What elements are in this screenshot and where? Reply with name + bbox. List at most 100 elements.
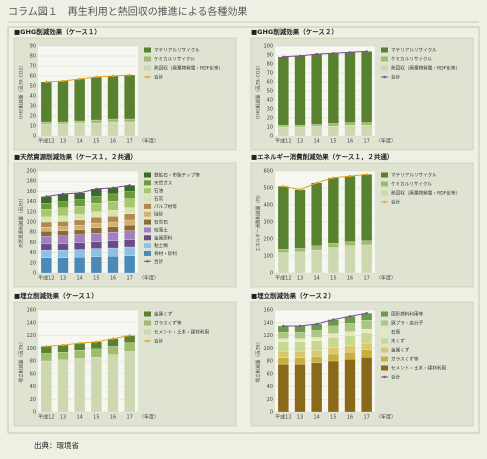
bar-segment	[294, 55, 306, 126]
bar-segment	[107, 232, 119, 241]
bar-segment	[74, 249, 86, 258]
y-tick-label: 60	[267, 80, 273, 86]
bar-segment	[124, 198, 136, 208]
bar-segment	[57, 351, 69, 360]
total-marker	[348, 315, 352, 318]
total-marker	[111, 186, 115, 190]
x-tick-label: 14	[76, 276, 82, 282]
x-unit: （年度）	[376, 414, 396, 421]
bar-segment	[107, 121, 119, 137]
total-marker	[128, 334, 131, 337]
x-tick-label: 17	[126, 139, 132, 145]
panel-title: ■エネルギー消費削減効果（ケース１，２共通）	[251, 152, 393, 161]
y-tick-label: 140	[26, 320, 36, 326]
legend-swatch	[144, 56, 151, 62]
bar-segment	[327, 333, 339, 338]
bar-segment	[90, 256, 102, 274]
bar-segment	[107, 346, 119, 355]
y-tick-label: 90	[267, 53, 273, 59]
bar-segment	[40, 123, 52, 137]
total-marker	[111, 74, 115, 78]
bar-segment	[74, 229, 86, 235]
bar-segment	[344, 358, 356, 413]
bar-segment	[294, 351, 306, 358]
bar-segment	[40, 209, 52, 218]
y-axis-label: エネルギー消費削減量（PJ）	[255, 192, 262, 251]
total-marker	[298, 324, 302, 328]
bar-segment	[344, 335, 356, 346]
x-tick-label: 13	[60, 139, 66, 145]
panel-title: ■埋立削減効果（ケース２）	[251, 291, 335, 300]
total-marker	[128, 73, 131, 77]
legend-label: マテリアルリサイクル	[391, 48, 437, 54]
bar-segment	[107, 247, 119, 257]
bar-segment	[361, 357, 373, 413]
legend-label: 金属原料	[154, 234, 173, 241]
bar-segment	[57, 249, 69, 258]
bar-segment	[327, 337, 339, 348]
x-tick-label: 平成12	[275, 275, 291, 282]
y-tick-label: 160	[26, 189, 36, 195]
bar-segment	[107, 216, 119, 223]
legend-label: ケミカルリサイクル	[154, 56, 195, 63]
legend-swatch	[144, 329, 151, 335]
bar-segment	[361, 329, 373, 334]
y-tick-label: 100	[263, 254, 273, 260]
y-tick-label: 140	[26, 199, 36, 205]
x-unit: （年度）	[139, 275, 159, 282]
legend-swatch	[383, 375, 386, 379]
bar-segment	[361, 320, 373, 330]
bar-segment	[74, 350, 86, 359]
x-unit: （年度）	[376, 138, 396, 145]
bar-segment	[107, 193, 119, 202]
bar-segment	[57, 215, 69, 222]
bar-segment	[294, 341, 306, 352]
y-tick-label: 100	[26, 346, 36, 352]
bar-segment	[90, 357, 102, 413]
y-axis-label: 埋立削減量（百万t）	[18, 339, 25, 382]
legend-swatch	[381, 365, 388, 371]
bar-segment	[277, 341, 289, 352]
bar-segment	[40, 231, 52, 237]
bar-segment	[90, 227, 102, 234]
y-tick-label: 50	[30, 84, 36, 90]
bar-segment	[124, 255, 136, 274]
legend-label: 固形燃料利用等	[391, 311, 424, 318]
legend-label: ガラスくず等	[154, 320, 182, 327]
total-line	[46, 184, 130, 197]
legend-label: 合計	[391, 74, 401, 81]
bar-segment	[361, 332, 373, 344]
legend-label: 木くず	[391, 338, 405, 345]
y-tick-label: 20	[30, 260, 36, 266]
total-marker	[298, 188, 302, 191]
x-tick-label: 15	[330, 415, 336, 421]
y-tick-label: 400	[263, 203, 273, 209]
legend-label: 金属くず	[154, 311, 173, 318]
bar-segment	[124, 191, 136, 199]
total-marker	[315, 52, 318, 56]
legend-swatch	[144, 227, 151, 233]
bar-segment	[124, 213, 136, 221]
bar-segment	[361, 349, 373, 358]
bar-segment	[361, 122, 373, 126]
y-tick-label: 0	[33, 134, 36, 140]
bar-segment	[40, 203, 52, 210]
x-unit: （年度）	[139, 138, 159, 145]
total-marker	[61, 79, 65, 83]
x-tick-label: 13	[297, 276, 303, 282]
bar-segment	[57, 359, 69, 413]
x-unit: （年度）	[139, 414, 159, 421]
total-marker	[95, 187, 98, 191]
bar-segment	[311, 245, 323, 251]
legend-swatch	[383, 75, 386, 79]
total-line	[283, 173, 367, 191]
bar-segment	[361, 244, 373, 274]
bar-segment	[294, 338, 306, 342]
total-marker	[95, 75, 98, 79]
legend-label: 石灰石	[154, 219, 168, 226]
bar-segment	[344, 122, 356, 126]
y-tick-label: 50	[267, 89, 273, 95]
bar-segment	[311, 124, 323, 127]
bar-segment	[327, 325, 339, 334]
y-tick-label: 180	[26, 179, 36, 185]
